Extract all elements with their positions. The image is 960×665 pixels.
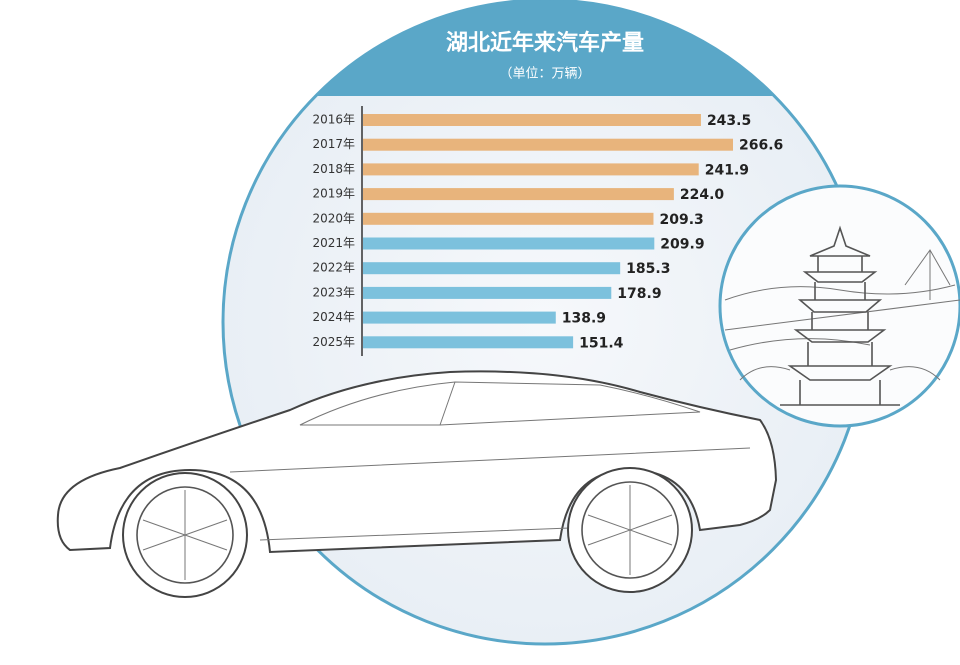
value-label: 185.3 xyxy=(626,261,670,277)
category-label: 2024年 xyxy=(312,310,355,324)
bars: 2016年 243.5 2017年 266.6 2018年 241.9 2019年 224.0… xyxy=(312,113,783,352)
bar xyxy=(363,212,654,225)
value-label: 243.5 xyxy=(707,113,751,129)
bar xyxy=(363,286,612,299)
bar xyxy=(363,311,556,324)
bar xyxy=(363,114,701,126)
value-label: 178.9 xyxy=(617,286,661,302)
bar xyxy=(363,163,699,176)
category-label: 2022年 xyxy=(312,261,355,275)
category-label: 2019年 xyxy=(312,187,355,201)
bar xyxy=(363,188,674,201)
category-label: 2017年 xyxy=(312,137,355,151)
bar xyxy=(363,138,733,151)
category-label: 2021年 xyxy=(312,236,355,250)
value-label: 209.9 xyxy=(660,237,704,253)
value-label: 266.6 xyxy=(739,138,783,154)
value-label: 151.4 xyxy=(579,335,624,351)
value-label: 138.9 xyxy=(562,311,606,327)
bar xyxy=(363,336,574,349)
chart-subtitle: （单位：万辆） xyxy=(499,67,590,82)
category-label: 2018年 xyxy=(312,162,355,176)
value-label: 241.9 xyxy=(705,162,749,178)
bar xyxy=(363,262,621,275)
chart-title: 湖北近年来汽车产量 xyxy=(446,30,644,56)
value-label: 209.3 xyxy=(659,212,703,228)
category-label: 2020年 xyxy=(312,211,355,225)
car-illustration xyxy=(56,370,778,598)
category-label: 2016年 xyxy=(312,113,355,127)
category-label: 2025年 xyxy=(312,335,355,349)
value-label: 224.0 xyxy=(680,187,725,203)
category-label: 2023年 xyxy=(312,285,355,299)
bar xyxy=(363,237,655,250)
tower-illustration xyxy=(718,184,960,428)
